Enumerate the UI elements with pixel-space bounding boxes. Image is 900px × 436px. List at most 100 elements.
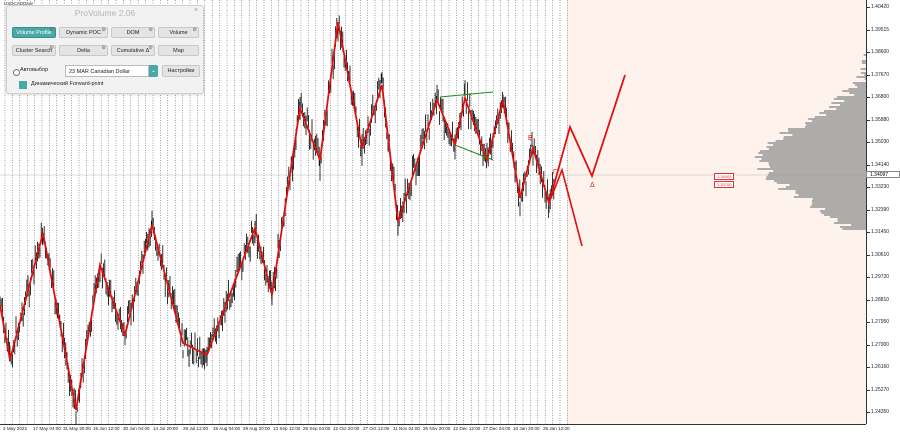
gear-icon[interactable]: ⚙: [148, 45, 153, 51]
price-tick: [867, 119, 870, 121]
time-axis[interactable]: 2 May 2022 17 May 04:00 31 May 20:00 15 Jun…: [0, 424, 866, 436]
price-tick: [867, 277, 870, 278]
volume-profile-bar: [795, 192, 866, 194]
price-label: 1.34140: [871, 161, 890, 168]
volume-profile-bar: [788, 128, 866, 130]
volume-profile-bar: [775, 140, 866, 142]
close-icon[interactable]: ×: [194, 7, 199, 14]
map-button[interactable]: Map: [158, 45, 199, 56]
cluster-search-button[interactable]: Cluster Search ⚙: [12, 45, 56, 56]
price-tick: [867, 97, 870, 98]
time-label: 31 May 20:00: [63, 426, 91, 431]
time-label: 13 Sep 12:00: [273, 426, 301, 431]
time-label: 12 Dec 12:00: [453, 426, 481, 431]
volume-profile-bar: [860, 72, 866, 74]
volume-profile-bar: [811, 200, 866, 202]
price-tick: [867, 142, 870, 143]
volume-profile-bar: [842, 228, 866, 230]
gear-icon[interactable]: ⚙: [192, 27, 197, 33]
volume-profile-button[interactable]: Volume Profile ⚙: [12, 27, 56, 38]
volume-profile-bar: [812, 202, 866, 204]
volume-button[interactable]: Volume ⚙: [158, 27, 199, 38]
forecast-zone: [567, 0, 866, 424]
gear-icon[interactable]: ⚙: [101, 45, 106, 51]
price-label: 1.33230: [871, 184, 890, 190]
volume-profile-bar: [767, 174, 866, 176]
provolume-panel[interactable]: ProVolume 2.06 × Volume Profile ⚙ Dynamic…: [6, 5, 204, 94]
volume-profile-bar: [837, 220, 866, 222]
volume-profile-bar: [770, 166, 866, 168]
wave-label: Δ: [590, 182, 595, 189]
cumulative-delta-button[interactable]: Cumulative Δ ⚙: [111, 45, 155, 56]
volume-profile-bar: [768, 172, 866, 174]
time-label: 11 Nov 04:00: [393, 426, 420, 431]
volume-profile-bar: [829, 106, 866, 108]
volume-profile-bar: [768, 162, 866, 164]
volume-profile-bar: [857, 86, 866, 88]
channel-top-line: [439, 91, 494, 98]
volume-profile-bar: [833, 98, 866, 100]
level-box-lower[interactable]: 1.33700: [714, 181, 735, 188]
price-label: 1.36800: [871, 94, 890, 100]
volume-profile-bar: [783, 136, 866, 138]
time-label: 27 Dec 04:00: [483, 426, 511, 431]
auto-select-radio[interactable]: [13, 69, 20, 76]
time-label: 15 Jun 12:00: [93, 426, 120, 431]
volume-profile-bar: [842, 90, 866, 92]
delta-button[interactable]: Delta ⚙: [59, 45, 108, 56]
time-label: 12 Oct 20:00: [333, 426, 360, 431]
instrument-select[interactable]: 23 MAR Canadian Dollar: [65, 65, 149, 77]
time-label: 29 Aug 20:00: [243, 426, 271, 431]
volume-profile-bar: [789, 184, 866, 186]
price-tick: [867, 29, 870, 31]
volume-profile-bar: [761, 158, 866, 160]
price-tick: [867, 164, 870, 166]
time-label: 2 May 2022: [3, 426, 28, 431]
volume-profile-bar: [860, 68, 866, 70]
time-label: 25 Nov 20:00: [423, 426, 451, 431]
dynamic-poc-button[interactable]: Dynamic POC ⚙: [59, 27, 108, 38]
time-label: 25 Jan 12:00: [543, 426, 570, 431]
current-price-marker: 1.34097: [866, 171, 900, 178]
settings-button[interactable]: Настройки: [162, 65, 200, 77]
volume-profile-bar: [814, 116, 866, 118]
forward-point-toggle[interactable]: [19, 81, 27, 89]
volume-profile-bar: [861, 60, 866, 62]
price-axis[interactable]: 1.40420 1.39515 1.38600 1.37670 1.36800 1.358…: [866, 0, 900, 424]
volume-profile-bar: [806, 124, 866, 126]
wave-label: Γ: [553, 169, 557, 176]
volume-profile-bar: [754, 156, 866, 158]
price-label: 1.30610: [871, 251, 890, 258]
zigzag-line: [0, 21, 626, 411]
price-tick: [867, 52, 870, 53]
volume-profile-bar: [852, 82, 866, 84]
panel-title: ProVolume 2.06: [74, 8, 136, 18]
gear-icon[interactable]: ⚙: [49, 27, 54, 33]
gear-icon[interactable]: ⚙: [49, 45, 54, 51]
price-tick: [867, 389, 870, 391]
chevron-down-icon[interactable]: ⌄: [149, 65, 158, 77]
volume-profile-bar: [810, 206, 866, 208]
volume-profile-bar: [766, 176, 866, 178]
gear-icon[interactable]: ⚙: [101, 27, 106, 33]
price-tick: [867, 412, 870, 413]
price-label: 1.27000: [871, 341, 890, 348]
price-label: 1.26160: [871, 364, 890, 370]
volume-profile-bar: [836, 96, 866, 98]
time-label: 15 Aug 04:00: [213, 426, 241, 431]
time-label: 28 Sep 04:00: [303, 426, 331, 431]
volume-profile-bar: [785, 186, 866, 188]
level-box-upper[interactable]: 1.34003: [714, 173, 735, 180]
channel-bottom-line: [454, 144, 494, 161]
dom-button[interactable]: DOM ⚙: [111, 27, 155, 38]
volume-profile-bar: [776, 182, 866, 184]
price-label: 1.35880: [871, 116, 890, 123]
price-tick: [867, 367, 870, 368]
volume-profile-bar: [793, 196, 866, 198]
volume-profile-bar: [765, 178, 866, 180]
gear-icon[interactable]: ⚙: [148, 27, 153, 33]
volume-profile-bar: [824, 110, 866, 112]
volume-profile-bar: [830, 216, 866, 218]
volume-profile-bar: [779, 132, 866, 134]
